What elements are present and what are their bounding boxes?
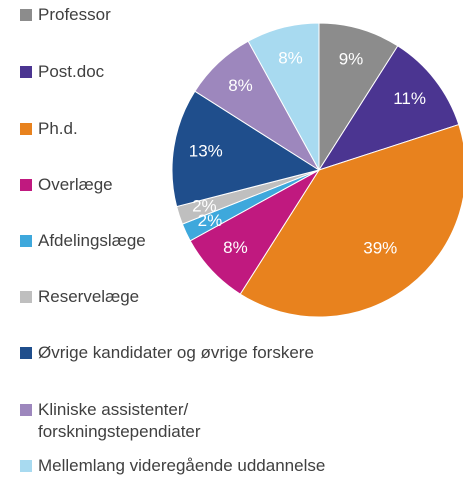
- pie-slice: [239, 123, 463, 318]
- legend-label: Afdelingslæge: [38, 231, 146, 250]
- legend-label: Ph.d.: [38, 119, 78, 138]
- slice-label: 13%: [189, 142, 223, 161]
- slice-label: 2%: [192, 197, 217, 216]
- legend-swatch: [20, 460, 32, 472]
- legend-swatch: [20, 9, 32, 21]
- legend-item: Mellemlang videregående uddannelse: [20, 455, 325, 477]
- slice-label: 8%: [278, 48, 303, 67]
- pie-slice: [317, 45, 460, 171]
- pie-slice: [171, 90, 321, 208]
- legend-item: Øvrige kandidater og øvrige forskere: [20, 342, 314, 364]
- legend-swatch: [20, 66, 32, 78]
- legend-swatch: [20, 291, 32, 303]
- legend-item: Kliniske assistenter/ forskningstependia…: [20, 399, 201, 443]
- legend-swatch: [20, 179, 32, 191]
- pie-slice: [247, 22, 320, 171]
- slice-label: 8%: [223, 238, 248, 257]
- legend-label: Kliniske assistenter/ forskningstependia…: [38, 400, 201, 441]
- legend-label: Reservelæge: [38, 287, 140, 306]
- legend-item: Reservelæge: [20, 286, 139, 308]
- slice-label: 39%: [363, 238, 397, 257]
- pie-slice: [318, 22, 399, 172]
- legend-item: Post.doc: [20, 61, 104, 83]
- legend-item: Overlæge: [20, 174, 113, 196]
- slice-label: 8%: [228, 76, 253, 95]
- slice-label: 9%: [339, 49, 364, 68]
- legend-item: Ph.d.: [20, 118, 78, 140]
- legend-item: Afdelingslæge: [20, 230, 146, 252]
- legend-label: Mellemlang videregående uddannelse: [38, 456, 326, 475]
- legend-label: Post.doc: [38, 62, 105, 81]
- legend-label: Overlæge: [38, 175, 113, 194]
- legend-item: Professor: [20, 4, 111, 26]
- legend-swatch: [20, 123, 32, 135]
- legend-swatch: [20, 347, 32, 359]
- legend-swatch: [20, 235, 32, 247]
- legend-swatch: [20, 404, 32, 416]
- legend-label: Øvrige kandidater og øvrige forskere: [38, 343, 314, 362]
- slice-label: 2%: [198, 211, 223, 230]
- legend-label: Professor: [38, 5, 111, 24]
- slice-label: 11%: [393, 89, 426, 108]
